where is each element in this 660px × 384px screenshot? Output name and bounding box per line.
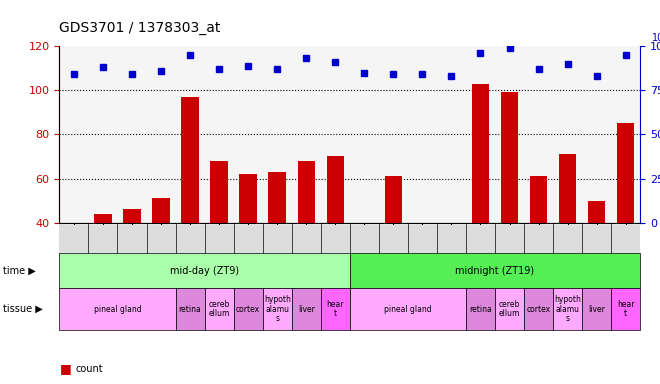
Text: 100%: 100% <box>652 33 660 43</box>
Text: time ▶: time ▶ <box>3 266 36 276</box>
Text: cereb
ellum: cereb ellum <box>209 300 230 318</box>
Bar <box>501 93 518 223</box>
Text: mid-day (ZT9): mid-day (ZT9) <box>170 266 239 276</box>
Text: cereb
ellum: cereb ellum <box>499 300 520 318</box>
Bar <box>298 161 315 223</box>
Text: cortex: cortex <box>236 305 260 314</box>
Text: retina: retina <box>179 305 201 314</box>
Bar <box>327 157 344 223</box>
Bar <box>385 176 402 223</box>
Text: hear
t: hear t <box>617 300 634 318</box>
Text: midnight (ZT19): midnight (ZT19) <box>455 266 535 276</box>
Text: count: count <box>76 364 104 374</box>
Bar <box>152 199 170 223</box>
Text: cortex: cortex <box>527 305 550 314</box>
Bar <box>472 84 489 223</box>
Bar <box>211 161 228 223</box>
Bar <box>617 123 634 223</box>
Bar <box>94 214 112 223</box>
Text: pineal gland: pineal gland <box>384 305 432 314</box>
Text: pineal gland: pineal gland <box>94 305 141 314</box>
Bar <box>559 154 576 223</box>
Text: tissue ▶: tissue ▶ <box>3 304 43 314</box>
Text: GDS3701 / 1378303_at: GDS3701 / 1378303_at <box>59 21 221 35</box>
Text: liver: liver <box>588 305 605 314</box>
Text: hypoth
alamu
s: hypoth alamu s <box>554 295 581 323</box>
Bar <box>240 174 257 223</box>
Text: hear
t: hear t <box>327 300 344 318</box>
Bar <box>588 200 605 223</box>
Bar <box>530 176 547 223</box>
Text: liver: liver <box>298 305 315 314</box>
Text: ■: ■ <box>59 362 71 375</box>
Bar <box>182 97 199 223</box>
Bar <box>269 172 286 223</box>
Text: retina: retina <box>469 305 492 314</box>
Bar <box>123 210 141 223</box>
Text: hypoth
alamu
s: hypoth alamu s <box>264 295 290 323</box>
